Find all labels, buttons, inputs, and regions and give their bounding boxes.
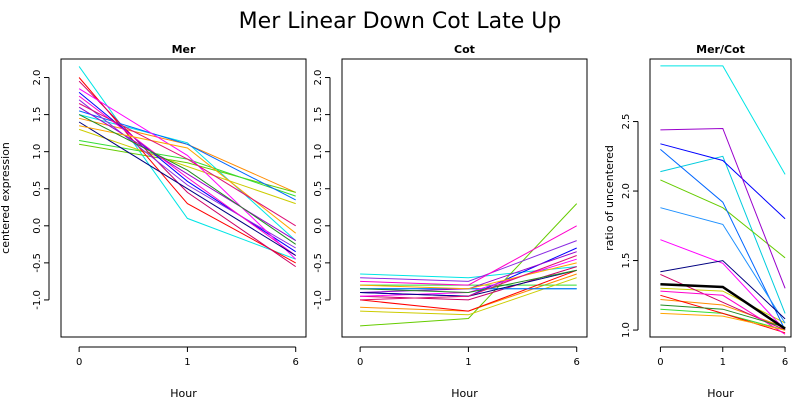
series-line-12 (660, 127, 786, 289)
series-line-1 (660, 65, 786, 175)
series-line-4 (79, 143, 296, 193)
panel-mer: Mer -1.0 -0.5 0.0 0.5 1.0 1.5 2.0 0 1 6 Hour centere… (0, 43, 307, 400)
series-line-8 (78, 80, 296, 268)
y-tick-label: -0.5 (32, 253, 43, 273)
series-line-6 (360, 277, 577, 316)
series-line-11 (78, 99, 296, 249)
y-axis-label: centered expression (0, 142, 12, 254)
y-axis-label: ratio of uncentered (603, 145, 616, 251)
panel-cot: Cot -1.0 -0.5 0.0 0.5 1.0 1.5 2.0 0 1 6 Hour (313, 43, 588, 400)
x-tick-label: 1 (465, 357, 471, 368)
y-tick-label: 1.5 (621, 253, 632, 269)
series-line-12 (78, 106, 296, 242)
y-tick-label: -1.0 (313, 290, 324, 310)
series-line-17 (360, 269, 577, 294)
plot-frame (649, 58, 792, 338)
series-line-2 (78, 114, 297, 241)
series-line-4 (660, 179, 786, 259)
x-tick-label: 0 (357, 357, 363, 368)
series-line-15 (660, 260, 786, 320)
y-tick-label: 1.0 (32, 144, 43, 160)
x-tick-label: 6 (293, 357, 299, 368)
panel-mer-cot: Mer/Cot 1.0 1.5 2.0 2.5 0 1 6 Hour ratio of uncen… (603, 43, 792, 400)
series-line-5 (79, 140, 296, 197)
series-line-4 (360, 203, 578, 327)
y-tick-label: 1.5 (32, 107, 43, 123)
y-tick-label: 2.5 (621, 114, 632, 130)
series-line-17 (660, 304, 786, 328)
x-tick-label: 0 (657, 357, 663, 368)
y-tick-label: -0.5 (313, 253, 324, 273)
y-tick-label: 0.5 (32, 181, 43, 197)
series-line-14 (360, 225, 577, 286)
y-tick-label: -1.0 (32, 290, 43, 310)
series-line-7 (78, 77, 296, 264)
figure-title: Mer Linear Down Cot Late Up (239, 9, 562, 34)
x-tick-label: 1 (720, 357, 726, 368)
y-tick-label: 2.0 (621, 183, 632, 199)
x-tick-label: 6 (574, 357, 580, 368)
series-line-6 (660, 287, 786, 324)
series-line-11 (360, 240, 577, 282)
series-line-7 (360, 269, 577, 312)
series-line-10 (660, 149, 786, 331)
y-tick-label: 1.5 (313, 107, 324, 123)
series-line-16 (360, 262, 577, 290)
series-line-2 (660, 155, 786, 314)
plot-frame (341, 58, 588, 338)
series-line-13 (78, 88, 297, 260)
y-tick-label: 2.0 (313, 70, 324, 86)
series-line-9 (660, 143, 786, 220)
series-line-1 (360, 266, 577, 279)
series-line-11 (660, 207, 786, 324)
series-line-14 (660, 290, 786, 335)
series-line-17 (78, 114, 296, 245)
series-line-15 (78, 121, 296, 256)
y-tick-label: 0.0 (313, 218, 324, 234)
panel-title: Cot (454, 43, 475, 56)
series-line-18 (360, 255, 577, 301)
x-axis-label: Hour (707, 387, 734, 400)
y-tick-label: 2.0 (32, 70, 43, 86)
y-tick-label: 1.0 (621, 322, 632, 338)
series-line-18 (660, 282, 786, 330)
series-line-7 (660, 294, 786, 334)
series-line-14 (78, 95, 296, 256)
series-line-18 (78, 103, 296, 227)
series-line-6 (78, 128, 296, 205)
plot-frame (60, 58, 307, 338)
y-tick-label: 1.0 (313, 144, 324, 160)
x-tick-label: 6 (782, 357, 788, 368)
panel-title: Mer/Cot (696, 43, 745, 56)
x-axis-label: Hour (451, 387, 478, 400)
x-tick-label: 0 (76, 357, 82, 368)
y-tick-label: 0.5 (313, 181, 324, 197)
series-line-13 (660, 239, 786, 331)
series-line-1 (78, 66, 296, 260)
x-axis-label: Hour (170, 387, 197, 400)
y-tick-label: 0.0 (32, 218, 43, 234)
series-line-16 (660, 312, 786, 331)
x-tick-label: 1 (184, 357, 190, 368)
panel-title: Mer (172, 43, 196, 56)
